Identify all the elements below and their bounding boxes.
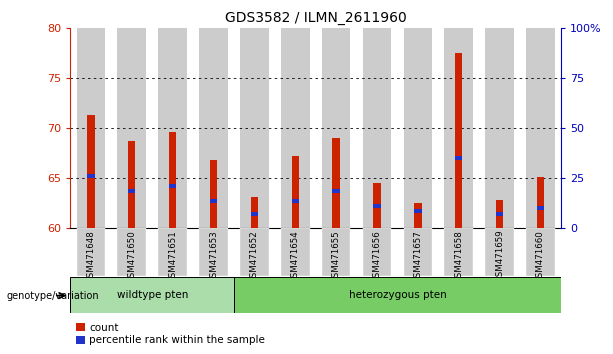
Text: GSM471655: GSM471655 xyxy=(332,230,341,282)
Bar xyxy=(485,28,514,228)
Bar xyxy=(455,156,462,160)
Text: GSM471658: GSM471658 xyxy=(454,230,463,282)
Bar xyxy=(363,28,391,228)
Bar xyxy=(240,228,268,276)
Bar xyxy=(292,199,299,203)
Bar xyxy=(403,28,432,228)
Text: GSM471650: GSM471650 xyxy=(128,230,136,282)
Bar xyxy=(526,28,555,228)
Bar xyxy=(87,115,94,228)
Text: GSM471651: GSM471651 xyxy=(168,230,177,282)
Bar xyxy=(485,228,514,276)
Bar xyxy=(496,200,503,228)
Bar xyxy=(526,228,555,276)
Text: GSM471652: GSM471652 xyxy=(250,230,259,282)
Legend: count, percentile rank within the sample: count, percentile rank within the sample xyxy=(75,322,265,345)
Bar xyxy=(210,160,217,228)
Text: GSM471648: GSM471648 xyxy=(86,230,96,282)
Bar xyxy=(292,156,299,228)
Bar xyxy=(537,206,544,210)
Bar xyxy=(281,228,310,276)
Bar xyxy=(158,28,187,228)
Title: GDS3582 / ILMN_2611960: GDS3582 / ILMN_2611960 xyxy=(225,11,406,24)
Text: heterozygous pten: heterozygous pten xyxy=(349,290,446,300)
Bar xyxy=(77,228,105,276)
Bar xyxy=(444,228,473,276)
Bar xyxy=(169,132,177,228)
Text: GSM471654: GSM471654 xyxy=(291,230,300,282)
Bar xyxy=(414,203,422,228)
Bar xyxy=(322,228,351,276)
Bar xyxy=(240,28,268,228)
Bar xyxy=(403,228,432,276)
Bar xyxy=(128,141,135,228)
Bar xyxy=(332,189,340,193)
Bar xyxy=(322,28,351,228)
Bar xyxy=(455,53,462,228)
Bar xyxy=(414,209,422,213)
Bar xyxy=(87,174,94,178)
Bar xyxy=(169,184,177,188)
Bar xyxy=(537,177,544,228)
Bar xyxy=(77,28,105,228)
Bar xyxy=(251,212,258,216)
Bar xyxy=(210,199,217,203)
Bar xyxy=(496,212,503,216)
Bar xyxy=(251,197,258,228)
Bar xyxy=(332,138,340,228)
Text: wildtype pten: wildtype pten xyxy=(116,290,188,300)
Text: GSM471653: GSM471653 xyxy=(209,230,218,282)
Bar xyxy=(158,228,187,276)
Bar xyxy=(70,277,234,313)
Text: GSM471659: GSM471659 xyxy=(495,230,504,282)
Bar xyxy=(128,189,135,193)
Bar xyxy=(444,28,473,228)
Bar xyxy=(373,204,381,208)
Text: GSM471656: GSM471656 xyxy=(373,230,381,282)
Bar xyxy=(199,228,228,276)
Bar xyxy=(199,28,228,228)
Bar xyxy=(281,28,310,228)
Bar xyxy=(363,228,391,276)
Bar xyxy=(373,183,381,228)
Text: GSM471657: GSM471657 xyxy=(413,230,422,282)
Bar xyxy=(234,277,561,313)
Text: genotype/variation: genotype/variation xyxy=(6,291,99,301)
Bar xyxy=(118,228,146,276)
Bar xyxy=(118,28,146,228)
Text: GSM471660: GSM471660 xyxy=(536,230,545,282)
